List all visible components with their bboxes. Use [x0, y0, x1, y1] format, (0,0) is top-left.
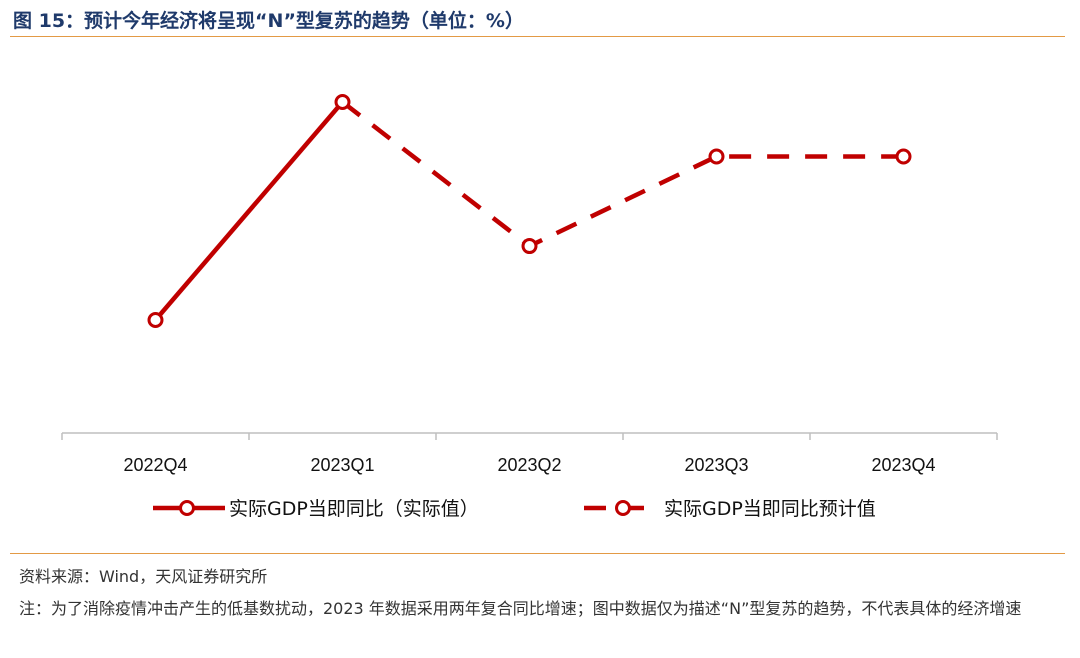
chart-title: 图 15：预计今年经济将呈现“N”型复苏的趋势（单位：%）	[13, 10, 524, 32]
series-layer	[147, 94, 912, 328]
x-axis	[61, 432, 998, 440]
data-point	[521, 238, 538, 255]
data-point	[147, 312, 164, 328]
legend-swatch-marker	[615, 500, 631, 516]
legend: 实际GDP当即同比（实际值） 实际GDP当即同比预计值	[153, 498, 876, 520]
data-point	[895, 148, 912, 165]
x-tick-label: 2023Q2	[497, 455, 561, 475]
title-divider	[10, 36, 1065, 37]
series-line-forecast	[341, 100, 904, 249]
data-point	[334, 94, 351, 110]
legend-label: 实际GDP当即同比预计值	[664, 498, 876, 520]
series-line-actual	[153, 100, 345, 322]
x-tick-label: 2023Q3	[684, 455, 748, 475]
x-tick-labels: 2022Q4 2023Q1 2023Q2 2023Q3 2023Q4	[123, 455, 935, 475]
x-tick-label: 2023Q4	[871, 455, 935, 475]
legend-item: 实际GDP当即同比预计值	[584, 498, 876, 520]
legend-label: 实际GDP当即同比（实际值）	[229, 498, 479, 520]
footer-divider	[10, 553, 1065, 554]
line-chart: 2022Q4 2023Q1 2023Q2 2023Q3 2023Q4 实际GDP当即同比…	[61, 94, 998, 520]
source-text: 资料来源：Wind，天风证券研究所	[19, 567, 268, 586]
legend-item: 实际GDP当即同比（实际值）	[153, 498, 479, 520]
legend-swatch-marker	[179, 500, 195, 516]
x-tick-label: 2022Q4	[123, 455, 187, 475]
data-point	[708, 148, 725, 165]
note-text: 注：为了消除疫情冲击产生的低基数扰动，2023 年数据采用两年复合同比增速；图中…	[19, 599, 1022, 618]
x-tick-label: 2023Q1	[310, 455, 374, 475]
